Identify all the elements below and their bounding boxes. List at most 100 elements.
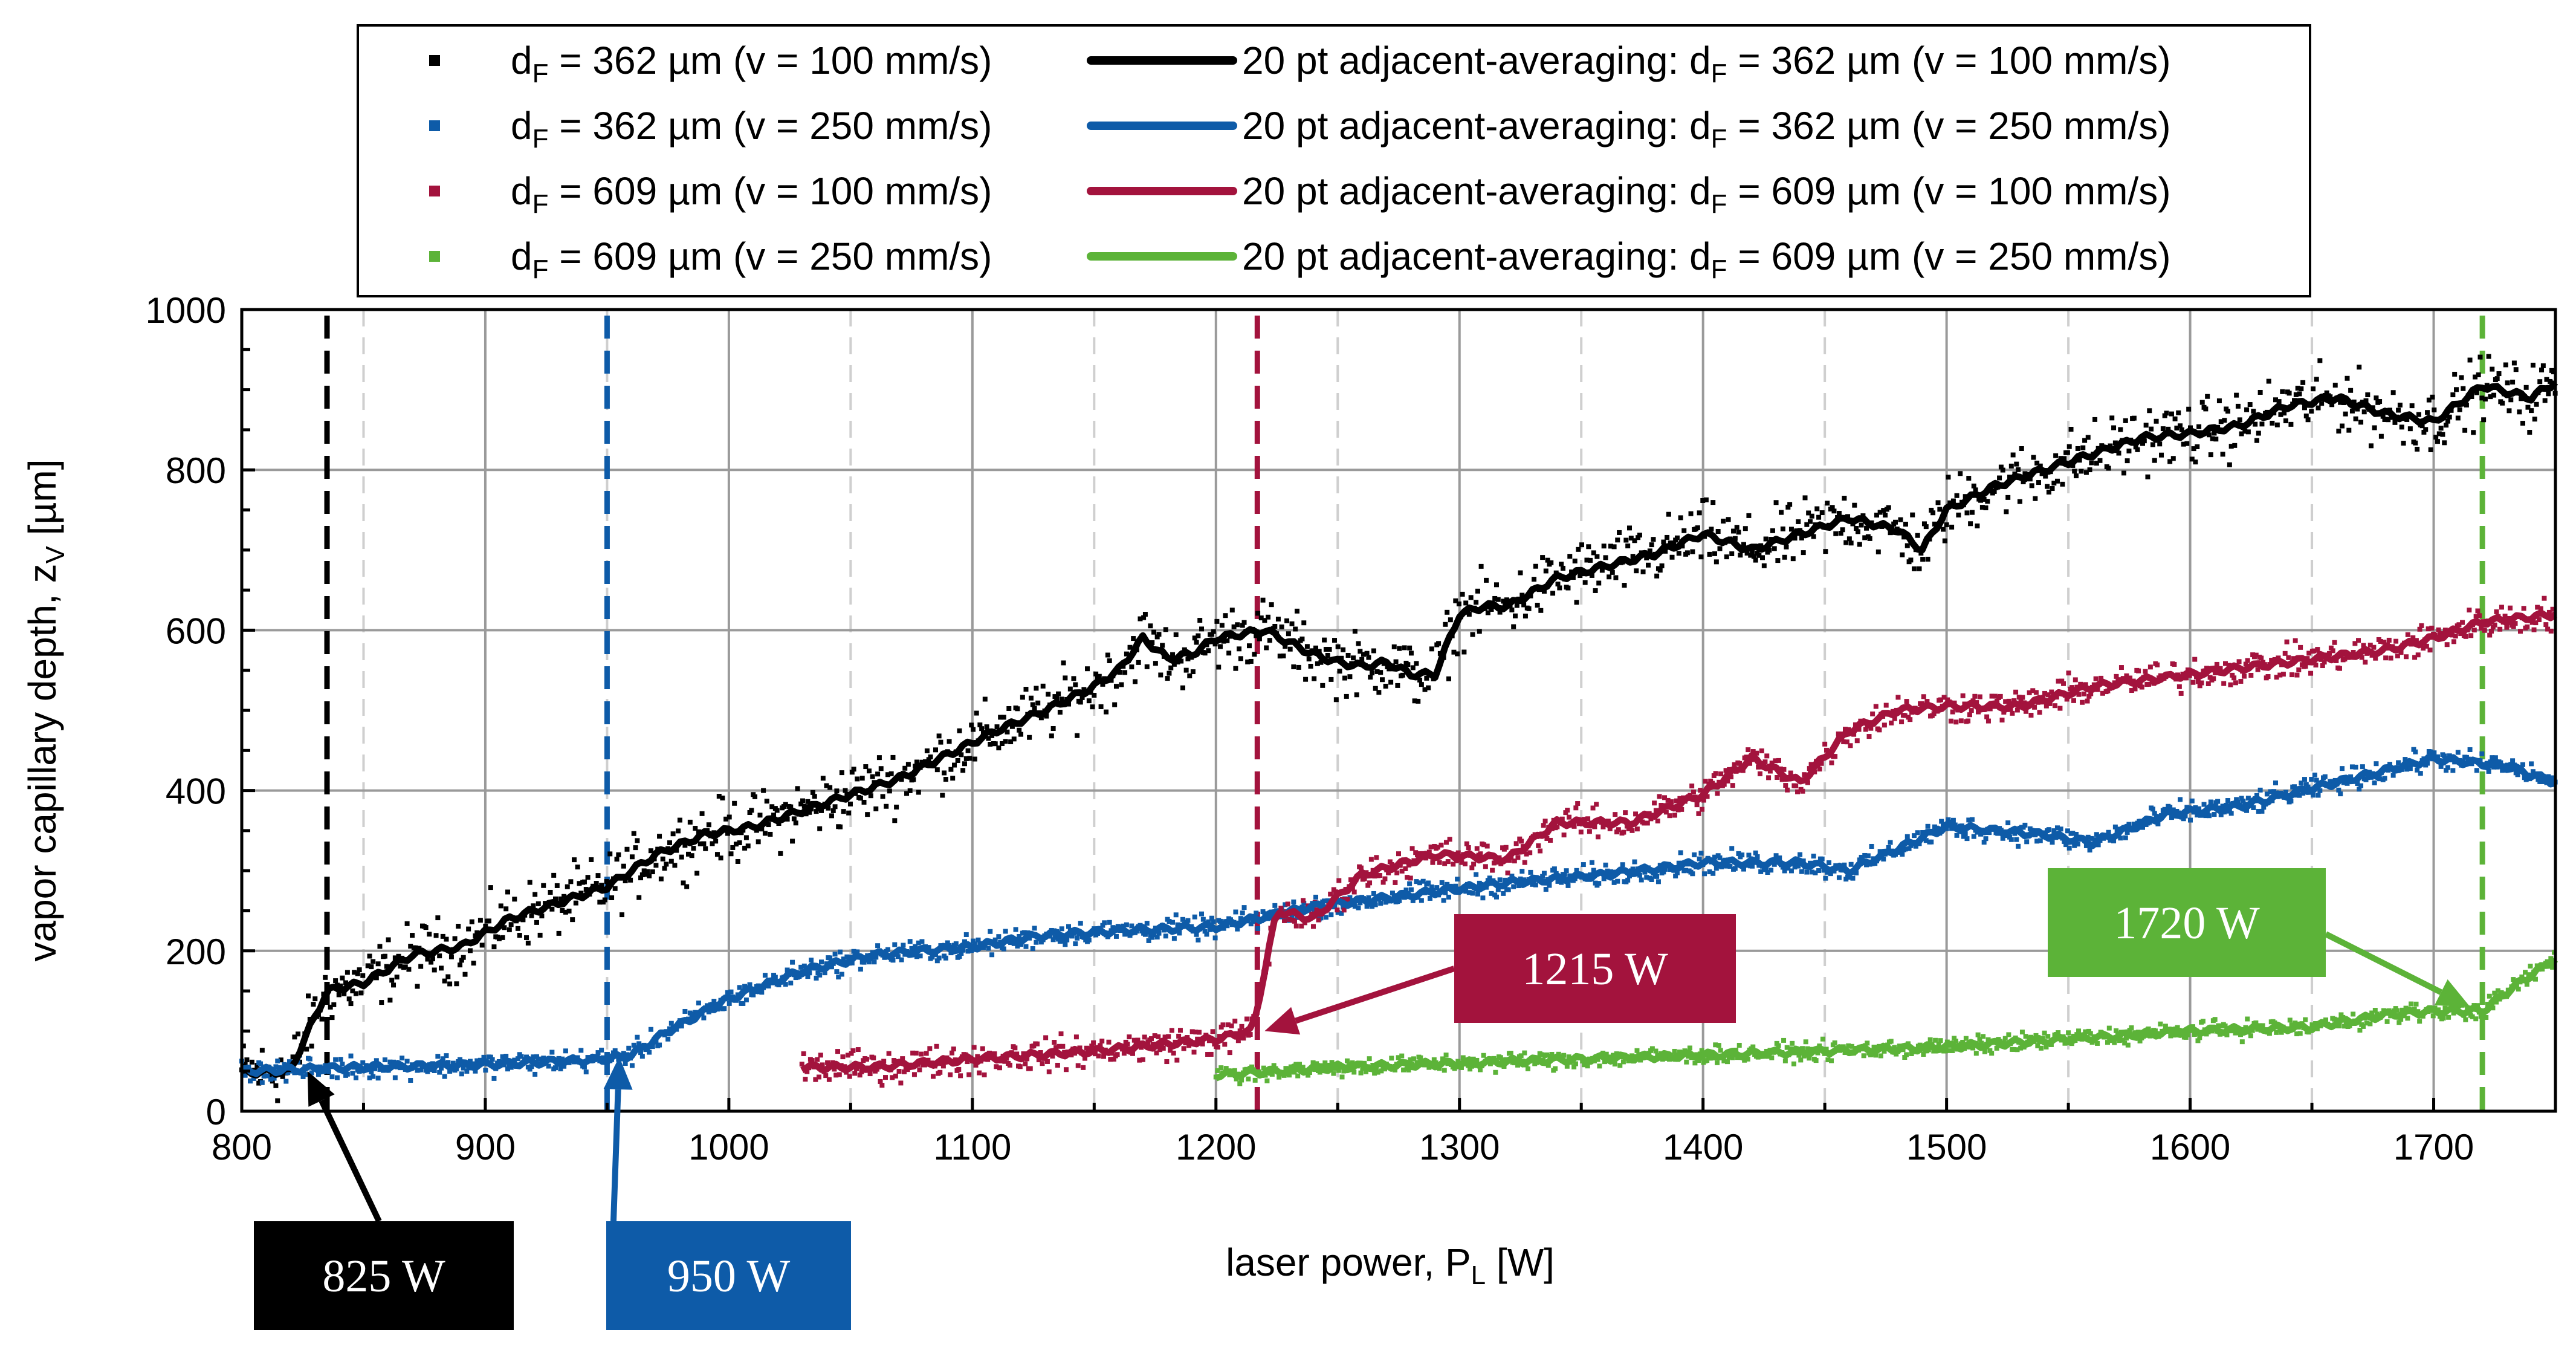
scatter-point	[870, 774, 875, 779]
scatter-point	[2077, 458, 2082, 463]
scatter-point	[1375, 1069, 1380, 1075]
scatter-point	[525, 940, 531, 946]
scatter-point	[1976, 709, 1981, 715]
scatter-point	[2378, 433, 2384, 439]
scatter-point	[2535, 605, 2540, 610]
scatter-point	[2193, 459, 2198, 465]
scatter-point	[1370, 904, 1375, 909]
scatter-point	[2065, 828, 2070, 834]
scatter-point	[2271, 789, 2277, 794]
scatter-point	[1167, 919, 1172, 924]
scatter-point	[1046, 692, 1051, 697]
scatter-point	[2213, 436, 2219, 442]
scatter-points	[239, 354, 2558, 1103]
scatter-point	[2080, 445, 2086, 450]
scatter-point	[2106, 829, 2111, 835]
scatter-point	[2428, 749, 2433, 755]
scatter-point	[1057, 709, 1063, 715]
scatter-point	[2259, 808, 2265, 814]
scatter-point	[761, 788, 766, 793]
scatter-point	[285, 1070, 291, 1076]
scatter-point	[1736, 1042, 1742, 1048]
scatter-point	[1966, 476, 1972, 481]
scatter-point	[1645, 820, 1650, 826]
scatter-point	[1663, 866, 1668, 872]
annotation-label: 1720 W	[2114, 898, 2260, 949]
scatter-point	[2132, 686, 2138, 692]
scatter-point	[1808, 762, 1814, 767]
scatter-point	[1712, 551, 1718, 556]
scatter-point	[448, 954, 454, 959]
scatter-point	[1237, 1028, 1243, 1034]
scatter-point	[1419, 898, 1424, 903]
scatter-point	[1796, 863, 1801, 869]
scatter-point	[1919, 701, 1924, 706]
scatter-point	[2551, 369, 2556, 375]
scatter-point	[1293, 626, 1298, 632]
scatter-point	[670, 831, 676, 837]
scatter-point	[772, 975, 778, 980]
scatter-point	[1312, 907, 1317, 913]
scatter-point	[375, 1076, 381, 1081]
scatter-point	[1000, 741, 1005, 746]
scatter-point	[722, 1006, 727, 1011]
scatter-point	[2045, 1034, 2051, 1039]
scatter-point	[2532, 417, 2537, 422]
x-tick-label: 800	[212, 1127, 272, 1167]
scatter-point	[1168, 665, 1174, 670]
scatter-point	[1339, 1074, 1345, 1080]
scatter-point	[2503, 362, 2508, 368]
scatter-point	[1493, 1069, 1498, 1075]
scatter-point	[1239, 1024, 1244, 1029]
scatter-point	[801, 803, 807, 809]
scatter-point	[2085, 834, 2091, 840]
scatter-point	[2160, 426, 2166, 432]
scatter-point	[648, 1027, 653, 1032]
scatter-point	[1075, 733, 1080, 738]
scatter-point	[423, 925, 429, 930]
scatter-point	[1561, 1053, 1567, 1058]
scatter-point	[953, 941, 959, 947]
scatter-point	[1819, 761, 1824, 766]
scatter-point	[2014, 837, 2019, 842]
scatter-point	[963, 756, 969, 761]
scatter-point	[1781, 767, 1787, 772]
scatter-point	[2284, 639, 2290, 644]
scatter-point	[2005, 495, 2011, 500]
scatter-point	[2490, 1005, 2496, 1011]
scatter-point	[764, 799, 769, 804]
scatter-point	[2061, 681, 2066, 686]
scatter-point	[989, 952, 995, 958]
scatter-point	[1989, 1051, 1995, 1056]
scatter-point	[2085, 698, 2090, 704]
scatter-point	[2398, 650, 2404, 655]
scatter-point	[2545, 959, 2550, 964]
scatter-point	[2166, 426, 2171, 432]
scatter-point	[2008, 837, 2014, 842]
scatter-point	[2404, 417, 2410, 422]
scatter-point	[309, 1070, 314, 1076]
scatter-point	[1090, 704, 1095, 710]
scatter-point	[1777, 855, 1782, 861]
scatter-point	[1875, 549, 1881, 554]
scatter-point	[2208, 452, 2213, 458]
scatter-point	[2189, 798, 2195, 803]
scatter-point	[1108, 1057, 1113, 1062]
scatter-point	[1136, 660, 1141, 665]
scatter-point	[817, 972, 823, 978]
scatter-point	[2477, 613, 2482, 618]
scatter-point	[684, 884, 690, 889]
scatter-point	[648, 848, 653, 854]
scatter-point	[2299, 780, 2304, 786]
scatter-point	[2527, 430, 2532, 435]
scatter-point	[2383, 655, 2389, 661]
y-tick-label: 200	[166, 932, 226, 972]
scatter-point	[1992, 488, 1997, 494]
scatter-point	[701, 1015, 707, 1021]
scatter-point	[1725, 778, 1730, 784]
scatter-point	[280, 1074, 285, 1079]
scatter-point	[916, 940, 921, 946]
scatter-point	[1681, 528, 1687, 533]
legend-marker	[429, 55, 440, 66]
legend-marker-label: dF = 609 µm (v = 250 mm/s)	[511, 235, 992, 284]
